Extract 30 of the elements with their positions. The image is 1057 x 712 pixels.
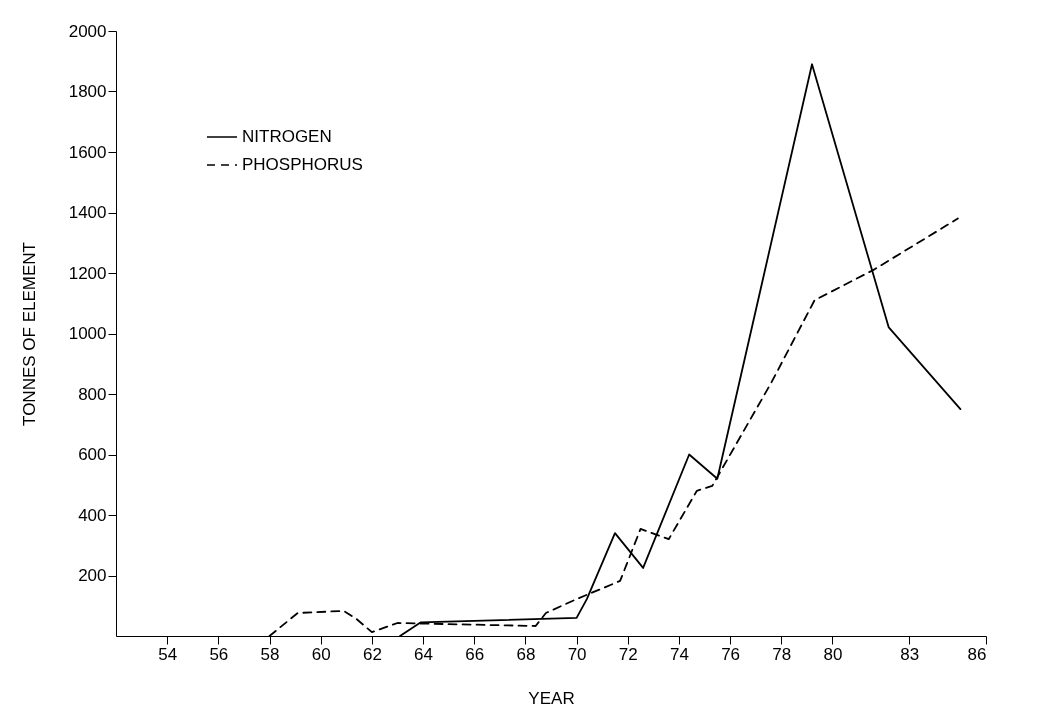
x-tick-label: 62	[362, 644, 382, 664]
y-tick-label: 1000	[68, 324, 107, 343]
x-tick-label: 80	[823, 644, 843, 664]
x-tick-label: 68	[516, 644, 536, 664]
y-tick-label: 400	[78, 505, 107, 525]
y-tick-label: 600	[78, 445, 107, 464]
x-tick-label: 56	[209, 644, 229, 664]
y-tick-label: 1800	[68, 82, 107, 101]
legend-label: NITROGEN	[242, 127, 332, 146]
y-tick-label: 1600	[68, 142, 107, 162]
x-tick-label: 66	[465, 644, 485, 664]
legend-label: PHOSPHORUS	[242, 155, 363, 174]
y-tick-label: 2000	[68, 21, 107, 41]
x-tick-label: 54	[158, 644, 178, 664]
x-tick-label: 86	[967, 644, 987, 664]
x-tick-label: 76	[721, 644, 741, 664]
y-tick-label: 1200	[68, 263, 107, 283]
x-tick-label: 78	[772, 644, 792, 664]
x-axis-title: YEAR	[528, 688, 575, 708]
x-tick-label: 74	[669, 644, 689, 664]
x-tick-label: 60	[311, 644, 331, 664]
x-tick-label: 64	[414, 644, 434, 664]
y-axis-title: TONNES OF ELEMENT	[19, 242, 39, 426]
y-tick-label: 1400	[68, 203, 107, 222]
y-tick-label: 200	[78, 566, 107, 585]
x-tick-label: 58	[260, 644, 280, 664]
x-tick-label: 72	[618, 644, 638, 664]
y-tick-label: 800	[78, 384, 107, 404]
x-tick-label: 83	[900, 644, 920, 664]
x-tick-label: 70	[567, 644, 587, 664]
